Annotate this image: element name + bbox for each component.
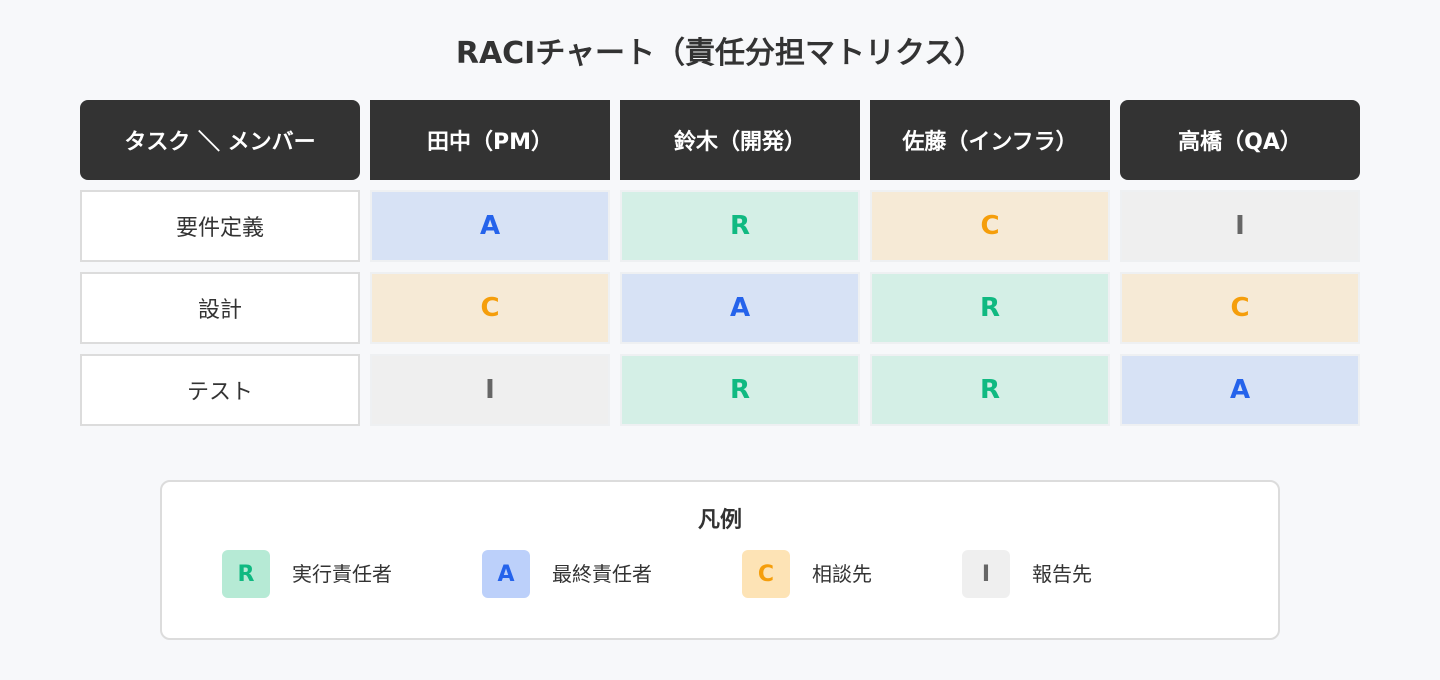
raci-cell: A xyxy=(620,272,860,344)
legend-swatch: A xyxy=(482,550,530,598)
task-label: 設計 xyxy=(80,272,360,344)
legend-label: 報告先 xyxy=(1032,562,1092,586)
raci-cell: I xyxy=(370,354,610,426)
legend-title: 凡例 xyxy=(697,508,742,533)
legend-label: 最終責任者 xyxy=(552,562,652,586)
raci-cell: C xyxy=(870,190,1110,262)
chart-title: RACIチャート（責任分担マトリクス） xyxy=(455,36,985,71)
raci-cell: R xyxy=(620,354,860,426)
raci-cell: C xyxy=(370,272,610,344)
legend: 凡例 R 実行責任者 A 最終責任者 C 相談先 I 報告先 xyxy=(160,480,1280,640)
legend-label: 実行責任者 xyxy=(292,562,392,586)
legend-label: 相談先 xyxy=(812,562,872,586)
raci-cell: R xyxy=(620,190,860,262)
member-header: 鈴木（開発） xyxy=(620,100,860,180)
raci-cell: A xyxy=(370,190,610,262)
raci-cell: A xyxy=(1120,354,1360,426)
legend-swatch: R xyxy=(222,550,270,598)
raci-cell: I xyxy=(1120,190,1360,262)
member-header: 田中（PM） xyxy=(370,100,610,180)
task-label: 要件定義 xyxy=(80,190,360,262)
legend-swatch: I xyxy=(962,550,1010,598)
corner-header: タスク ＼ メンバー xyxy=(80,100,360,180)
member-header: 佐藤（インフラ） xyxy=(870,100,1110,180)
member-header: 高橋（QA） xyxy=(1120,100,1360,180)
task-label: テスト xyxy=(80,354,360,426)
legend-swatch: C xyxy=(742,550,790,598)
raci-cell: C xyxy=(1120,272,1360,344)
raci-cell: R xyxy=(870,272,1110,344)
raci-cell: R xyxy=(870,354,1110,426)
